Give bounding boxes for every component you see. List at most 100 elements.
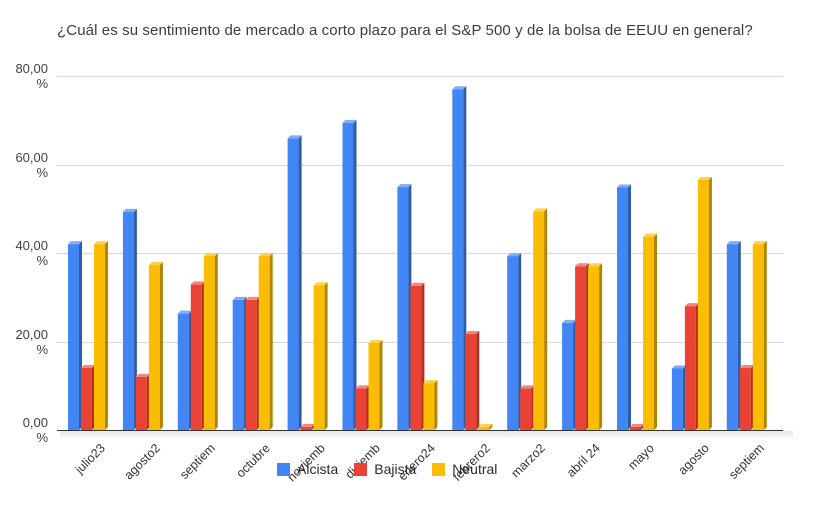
bar-front bbox=[562, 322, 574, 430]
legend-swatch-neutral-icon bbox=[432, 462, 446, 476]
bar-bajista-agosto[interactable] bbox=[684, 303, 699, 430]
bar-front bbox=[739, 368, 751, 430]
bar-side bbox=[105, 241, 108, 430]
bar-top bbox=[300, 423, 315, 427]
bar-top bbox=[739, 365, 754, 369]
bar-top bbox=[452, 86, 467, 90]
bar-alcista-abril 24[interactable] bbox=[562, 319, 577, 430]
bar-alcista-septiem[interactable] bbox=[177, 310, 192, 430]
bar-front bbox=[520, 388, 532, 430]
bar-front bbox=[630, 426, 641, 430]
bar-side bbox=[298, 135, 302, 430]
bar-alcista-mayo[interactable] bbox=[617, 184, 631, 430]
bar-neutral-marzo2[interactable] bbox=[533, 208, 548, 430]
bar-alcista-marzo2[interactable] bbox=[507, 253, 522, 430]
bar-side bbox=[159, 261, 163, 430]
bar-side bbox=[544, 208, 548, 430]
bar-neutral-julio23[interactable] bbox=[94, 241, 108, 430]
bar-neutral-agosto[interactable] bbox=[697, 176, 712, 430]
bar-neutral-agosto2[interactable] bbox=[148, 261, 163, 430]
bar-top bbox=[342, 119, 357, 123]
bar-side bbox=[379, 339, 383, 430]
bar-top bbox=[203, 253, 218, 257]
bar-alcista-agosto2[interactable] bbox=[122, 208, 137, 430]
bar-front bbox=[617, 187, 628, 430]
bar-front bbox=[478, 426, 490, 430]
bar-neutral-septiem[interactable] bbox=[752, 241, 767, 430]
bar-top bbox=[81, 365, 95, 369]
bar-side bbox=[133, 208, 137, 430]
bar-alcista-diciemb[interactable] bbox=[342, 119, 357, 430]
bar-front bbox=[588, 266, 600, 430]
bar-top bbox=[726, 241, 741, 245]
bar-neutral-enero24[interactable] bbox=[423, 380, 438, 430]
bar-group-abril 24 bbox=[562, 263, 603, 430]
bar-bajista-julio23[interactable] bbox=[81, 365, 95, 430]
bar-top bbox=[122, 208, 137, 212]
legend-swatch-bajista-icon bbox=[354, 462, 368, 476]
bar-bajista-enero24[interactable] bbox=[410, 282, 425, 430]
bar-neutral-febrero2[interactable] bbox=[478, 423, 493, 430]
bar-top bbox=[232, 296, 247, 300]
bar-alcista-octubre[interactable] bbox=[232, 296, 247, 430]
bar-side bbox=[324, 282, 328, 430]
bar-alcista-agosto[interactable] bbox=[671, 365, 686, 430]
bar-neutral-octubre[interactable] bbox=[258, 253, 273, 430]
legend-item-neutral[interactable]: Neutral bbox=[432, 461, 497, 477]
legend-swatch-alcista-icon bbox=[277, 462, 290, 476]
bar-group-marzo2 bbox=[507, 208, 548, 430]
bar-front bbox=[68, 244, 79, 430]
bar-alcista-enero24[interactable] bbox=[397, 184, 412, 430]
bar-bajista-diciemb[interactable] bbox=[355, 385, 370, 430]
bar-side bbox=[353, 119, 357, 430]
bar-top bbox=[313, 282, 328, 286]
y-tick-label-0: 0,00% bbox=[22, 415, 48, 445]
bar-front bbox=[684, 306, 696, 430]
bar-side bbox=[763, 241, 767, 430]
bar-front bbox=[177, 313, 189, 430]
bar-front bbox=[507, 256, 519, 430]
bar-alcista-septiem[interactable] bbox=[726, 241, 741, 430]
bar-top bbox=[575, 263, 590, 267]
bar-front bbox=[81, 368, 92, 430]
bar-front bbox=[148, 264, 160, 430]
bar-alcista-febrero2[interactable] bbox=[452, 86, 467, 431]
legend-label-bajista: Bajista bbox=[374, 461, 417, 477]
bar-bajista-agosto2[interactable] bbox=[135, 373, 150, 430]
bar-bajista-febrero2[interactable] bbox=[465, 330, 480, 430]
legend-item-bajista[interactable]: Bajista bbox=[354, 461, 416, 477]
bar-top bbox=[355, 385, 370, 389]
bar-side bbox=[214, 253, 218, 430]
bar-neutral-septiem[interactable] bbox=[203, 253, 218, 430]
bar-top bbox=[562, 319, 577, 323]
bar-alcista-noviemb[interactable] bbox=[287, 135, 302, 430]
bar-group-enero24 bbox=[397, 184, 438, 430]
bar-bajista-octubre[interactable] bbox=[245, 296, 260, 430]
bar-neutral-diciemb[interactable] bbox=[368, 339, 383, 430]
bar-side bbox=[654, 233, 657, 430]
bar-neutral-mayo[interactable] bbox=[643, 233, 657, 430]
bar-side bbox=[269, 253, 273, 430]
x-axis-line bbox=[57, 430, 783, 431]
bar-bajista-septiem[interactable] bbox=[190, 281, 205, 430]
bar-top bbox=[630, 423, 644, 427]
bar-bajista-abril 24[interactable] bbox=[575, 263, 590, 430]
bar-top bbox=[245, 296, 260, 300]
legend-label-alcista: Alcista bbox=[297, 461, 339, 477]
bar-top bbox=[697, 176, 712, 180]
bar-bajista-septiem[interactable] bbox=[739, 365, 754, 430]
bar-group-febrero2 bbox=[452, 86, 493, 431]
bar-front bbox=[726, 244, 738, 430]
y-tick-label-20: 20,00% bbox=[15, 326, 48, 357]
bar-front bbox=[368, 342, 380, 430]
bar-group-septiem bbox=[726, 241, 767, 430]
bar-neutral-abril 24[interactable] bbox=[588, 263, 603, 430]
bar-group-noviemb bbox=[287, 135, 328, 430]
bar-alcista-julio23[interactable] bbox=[68, 241, 82, 430]
bar-bajista-marzo2[interactable] bbox=[520, 385, 535, 430]
bar-top bbox=[368, 339, 383, 343]
y-tick-label-40: 40,00% bbox=[15, 238, 48, 268]
bar-neutral-noviemb[interactable] bbox=[313, 282, 328, 430]
legend-item-alcista[interactable]: Alcista bbox=[277, 461, 338, 477]
